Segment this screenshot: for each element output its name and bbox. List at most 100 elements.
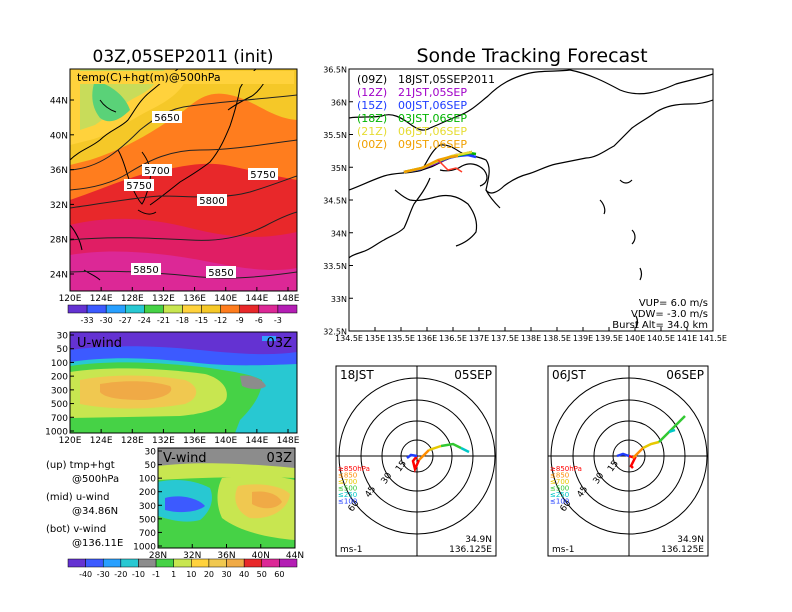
tl-y-label: 40N [50, 131, 68, 141]
map-x-label: 137.5E [491, 334, 519, 343]
run-legend: (09Z) 18JST,05SEP2011 (12Z) 21JST,05SEP … [357, 73, 495, 151]
level-label: ≤500 [550, 485, 569, 493]
map-y-label: 36.5N [323, 66, 347, 75]
colorbar-label: 30 [221, 570, 231, 579]
wind-hodograph-segment [658, 415, 686, 443]
u-x-label: 144E [245, 436, 268, 446]
wind-hodograph-segment [411, 455, 421, 473]
tl-x-label: 132E [152, 294, 175, 304]
tl-x-label: 136E [183, 294, 206, 304]
level-label: ≤700 [338, 478, 357, 486]
colorbar-swatch [155, 558, 174, 568]
u-x-label: 140E [214, 436, 237, 446]
map-y-label: 35N [331, 164, 347, 173]
top-left-x-ticks: 120E 124E 128E 132E 136E 140E 144E 148E [59, 287, 300, 304]
level-label: ≥850hPa [338, 465, 370, 473]
u-y-label: 50 [57, 345, 69, 355]
run-18z-time: 03JST,06SEP [398, 112, 467, 125]
level-label: ≤250 [338, 491, 357, 499]
u-y-label: 300 [51, 386, 68, 396]
map-x-label: 135.5E [387, 334, 415, 343]
colorbar-swatch [261, 558, 280, 568]
colorbar-label: 20 [204, 570, 214, 579]
colorbar-label: -27 [119, 316, 132, 325]
sonde-tracks [403, 150, 477, 174]
map-title: Sonde Tracking Forecast [416, 45, 647, 67]
wind-hodograph-segment [616, 452, 630, 458]
vwind-y-ticks: 30 50 100 200 300 500 700 1000 [133, 448, 162, 553]
contour-label-5850-a: 5850 [133, 265, 158, 276]
polar-lat: 34.9N [677, 535, 704, 545]
run-09z-time: 18JST,05SEP2011 [398, 73, 495, 86]
polar-lat: 34.9N [465, 535, 492, 545]
v-y-label: 300 [139, 502, 156, 512]
colorbar-label: -12 [214, 316, 227, 325]
run-00z-time: 09JST,06SEP [398, 138, 467, 151]
colorbar-label: -10 [132, 570, 145, 579]
polar-units: ms-1 [552, 545, 574, 555]
colorbar-swatch [173, 558, 192, 568]
vwind-field [158, 448, 295, 548]
launch-params: VUP= 6.0 m/s VDW= -3.0 m/s Burst Alt= 34… [612, 298, 708, 331]
v-y-label: 100 [139, 475, 156, 485]
polar-date: 06SEP [666, 368, 704, 382]
level-label: ≤100 [550, 498, 569, 506]
vwind-label: V-wind [163, 451, 207, 466]
colorbar-swatch [277, 304, 298, 314]
colorbar-label: 10 [186, 570, 196, 579]
coastlines [70, 69, 267, 281]
contour-label-5650: 5650 [154, 113, 179, 124]
level-label: ≤700 [550, 478, 569, 486]
u-y-label: 500 [51, 400, 68, 410]
top-left-y-ticks: 44N 40N 36N 32N 28N 24N [50, 97, 74, 281]
colorbar-swatch [144, 304, 164, 314]
map-x-label: 138.5E [543, 334, 571, 343]
colorbar-label: -15 [195, 316, 208, 325]
run-12z-code: (12Z) [357, 86, 387, 99]
map-x-label: 140.5E [647, 334, 675, 343]
wind-hodograph-segment [632, 447, 644, 459]
colorbar-swatch [239, 304, 260, 314]
tl-y-label: 36N [50, 166, 68, 176]
run-09z-code: (09Z) [357, 73, 387, 86]
colorbar-swatch [120, 558, 139, 568]
wind-hodograph-segment [440, 442, 462, 450]
run-21z-code: (21Z) [357, 125, 387, 138]
v-y-label: 1000 [133, 543, 156, 553]
colorbar-swatch [67, 558, 86, 568]
u-y-label: 700 [51, 414, 68, 424]
u-y-label: 30 [57, 332, 69, 342]
top-left-frame [69, 68, 298, 292]
colorbar-swatch [138, 558, 157, 568]
contour-label-5700: 5700 [144, 166, 169, 177]
uwind-time: 03Z [267, 336, 293, 351]
colorbar-swatch [243, 558, 263, 568]
contour-labels: 5650 5700 5750 5750 5800 5850 5850 [124, 111, 278, 279]
vwind-time: 03Z [267, 451, 293, 466]
tl-x-label: 144E [245, 294, 268, 304]
wind-hodograph-segment [642, 440, 660, 450]
u-x-label: 132E [152, 436, 175, 446]
vup-label: VUP= 6.0 m/s [639, 298, 708, 309]
colorbar-label: -30 [100, 316, 113, 325]
colorbar-label: -3 [274, 316, 282, 325]
level-label: ≤850 [550, 472, 569, 480]
colorbar-swatch [220, 304, 241, 314]
tl-y-label: 24N [50, 271, 68, 281]
polar-frame [547, 365, 709, 557]
v-x-label: 28N [149, 551, 167, 561]
colorbar-swatch [102, 558, 122, 568]
v-y-label: 500 [139, 515, 156, 525]
colorbar-label: -21 [157, 316, 170, 325]
colorbar-swatch [258, 304, 279, 314]
note-bot: (bot) v-wind [46, 524, 106, 535]
colorbar-swatch [182, 304, 202, 314]
colorbar-swatch [85, 558, 104, 568]
note-mid: (mid) u-wind [46, 492, 109, 503]
u-x-label: 128E [121, 436, 144, 446]
uwind-x-ticks: 120E 124E 128E 132E 136E 140E 144E 148E [59, 429, 300, 446]
level-label: ≤500 [338, 485, 357, 493]
note-up-level: @500hPa [72, 474, 119, 485]
v-y-label: 50 [145, 461, 157, 471]
map-y-label: 32.5N [323, 328, 347, 337]
